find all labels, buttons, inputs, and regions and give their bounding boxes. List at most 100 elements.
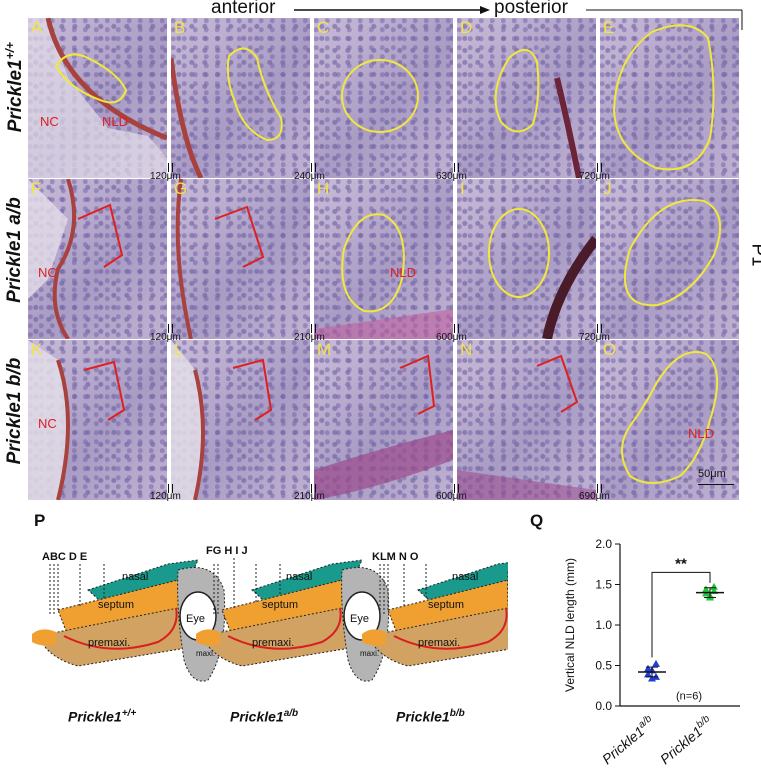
panel-p-letter: P — [34, 511, 46, 530]
histology-panel-i: I — [457, 179, 596, 339]
panel-l-overlay — [171, 340, 273, 500]
depth-label: 690μm — [579, 491, 610, 502]
septum-label: septum — [98, 599, 134, 611]
section-tick — [454, 324, 459, 333]
histology-panel-e: E — [600, 18, 739, 178]
caption-genotype: a/b — [283, 708, 299, 719]
depth-label: 720μm — [579, 171, 610, 182]
sample-size-label: (n=6) — [676, 691, 702, 703]
septum-label: septum — [262, 599, 298, 611]
schematic-caption-ab: Prickle1a/b — [230, 708, 298, 725]
panel-h-overlay — [314, 213, 453, 339]
caption-gene: Prickle1 — [396, 708, 450, 725]
row-label-bb: Prickle1 b/b — [4, 356, 26, 466]
panel-g-overlay — [175, 179, 265, 339]
histology-panel-g: G — [171, 179, 310, 339]
sections-ab: FG H I J — [206, 545, 248, 557]
anterior-posterior-arrow — [294, 6, 743, 30]
nld-label: NLD — [390, 265, 417, 280]
septum-label: septum — [428, 599, 464, 611]
section-tick — [168, 163, 173, 172]
panel-n-overlay — [457, 354, 596, 500]
row-label-gene: Prickle1 — [4, 229, 25, 303]
panel-letter: N — [460, 340, 473, 359]
depth-label: 240μm — [294, 171, 325, 182]
histology-panel-l: L — [171, 340, 310, 500]
section-tick — [311, 163, 316, 172]
depth-label: 600μm — [436, 491, 467, 502]
y-tick-label: 1.5 — [595, 578, 612, 592]
schematic-caption-bb: Prickle1b/b — [396, 708, 465, 725]
panel-o-overlay — [621, 351, 719, 484]
nasal-label: nasal — [122, 571, 148, 583]
histology-panel-f: F NC — [28, 179, 167, 339]
section-tick — [311, 324, 316, 333]
y-tick-label: 0.0 — [595, 699, 612, 713]
nasal-label: nasal — [286, 571, 312, 583]
histology-panel-m: M — [314, 340, 453, 500]
panel-letter: B — [174, 18, 186, 37]
panel-letter: K — [31, 340, 43, 359]
panel-f-overlay — [28, 179, 124, 339]
caption-genotype: b/b — [449, 708, 465, 719]
posterior-label: posterior — [494, 0, 568, 18]
nld-schematics: ABC D E FG H I J KLM N O nasal septum pr… — [31, 545, 508, 683]
panel-letter: I — [460, 179, 465, 198]
caption-gene: Prickle1 — [230, 708, 284, 725]
caption-genotype: +/+ — [121, 708, 137, 719]
row-label-ab: Prickle1 a/b — [4, 195, 26, 305]
panel-d-overlay — [494, 49, 582, 178]
scale-bar-label: 50μm — [698, 468, 726, 480]
histology-panel-b: B — [171, 18, 310, 178]
row-label-genotype: +/+ — [2, 42, 17, 60]
depth-label: 630μm — [436, 171, 467, 182]
y-axis-label: Vertical NLD length (mm) — [563, 558, 577, 692]
nld-label: NLD — [102, 114, 129, 129]
panel-e-overlay — [612, 24, 715, 171]
data-point — [644, 670, 652, 678]
panel-a-overlay — [28, 18, 167, 178]
histology-panel-o: O NLD 50μm — [600, 340, 739, 500]
chart-marks — [638, 571, 724, 682]
panel-letter: G — [174, 179, 188, 198]
nasal-label: nasal — [452, 571, 478, 583]
row-label-gene: Prickle1 — [5, 59, 27, 133]
row-label-genotype: b/b — [4, 357, 25, 387]
section-tick — [454, 163, 459, 172]
panel-j-overlay — [623, 199, 721, 307]
panel-letter: L — [174, 340, 184, 359]
depth-label: 210μm — [294, 332, 325, 343]
anterior-label: anterior — [211, 0, 276, 18]
data-point — [652, 672, 660, 680]
panel-c-overlay — [341, 59, 419, 133]
x-tick-gene: Prickle1 — [599, 723, 647, 767]
nld-length-chart: Vertical NLD length (mm) 0.0 0.5 1.0 1.5 2.0… — [563, 537, 740, 767]
section-tick — [597, 324, 602, 333]
eye-label: Eye — [186, 613, 205, 625]
panel-letter: C — [317, 18, 330, 37]
x-tick-label: Prickle1a/b — [598, 713, 658, 767]
section-tick — [597, 163, 602, 172]
panel-q-letter: Q — [530, 511, 544, 530]
nc-label: NC — [38, 416, 57, 431]
y-tick-label: 0.5 — [595, 659, 612, 673]
histology-panel-n: N — [457, 340, 596, 500]
panel-letter: H — [317, 179, 330, 198]
row-label-genotype: a/b — [4, 197, 25, 225]
x-tick-label: Prickle1b/b — [656, 713, 716, 767]
panel-letter: M — [317, 340, 332, 359]
sections-bb: KLM N O — [372, 551, 419, 563]
premaxi-label: premaxi. — [252, 637, 294, 649]
row-label-wt: Prickle1+/+ — [3, 32, 27, 142]
nc-label: NC — [38, 265, 57, 280]
histology-panel-k: K NC — [28, 340, 167, 500]
depth-label: 720μm — [579, 332, 610, 343]
section-tick — [597, 484, 602, 493]
depth-label: 600μm — [436, 332, 467, 343]
maxi-label: maxi. — [360, 649, 379, 658]
premaxi-label: premaxi. — [418, 637, 460, 649]
nld-label: NLD — [688, 426, 715, 441]
histology-panel-c: C — [314, 18, 453, 178]
premaxi-label: premaxi. — [88, 637, 130, 649]
